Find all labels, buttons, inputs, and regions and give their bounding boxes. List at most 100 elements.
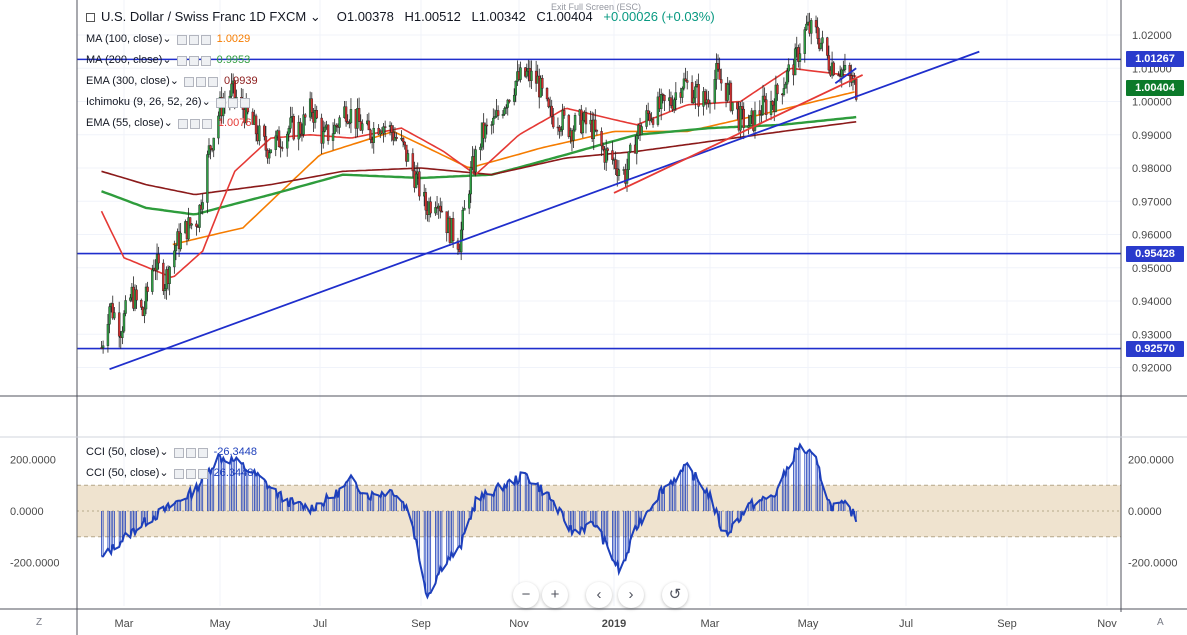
candle-down: [304, 114, 307, 118]
candle-up: [747, 125, 750, 128]
candle-up: [361, 123, 364, 131]
candle-down: [558, 127, 561, 132]
candle-down: [740, 106, 744, 110]
reset-icon[interactable]: ↺: [662, 582, 688, 608]
close-icon[interactable]: [197, 447, 208, 458]
candle-down: [776, 84, 779, 95]
candle-down: [157, 254, 160, 264]
gear-icon[interactable]: [195, 76, 206, 87]
candle-down: [411, 153, 415, 172]
gear-icon[interactable]: [188, 34, 199, 45]
indicator-legend-row[interactable]: EMA (55, close) ⌄ 1.0076: [86, 116, 252, 131]
chevron-down-icon[interactable]: ⌄: [163, 117, 173, 129]
cci-legend-row[interactable]: CCI (50, close) ⌄ 26.3448: [86, 466, 253, 481]
minus-icon[interactable]: −: [513, 582, 539, 608]
candle-down: [651, 119, 655, 125]
chevron-down-icon[interactable]: ⌄: [162, 33, 172, 45]
symbol-exchange: FXCM: [269, 9, 307, 24]
indicator-legend-value: 1.0029: [216, 33, 251, 45]
candle-up: [573, 115, 577, 131]
close-icon[interactable]: [207, 76, 218, 87]
close-icon[interactable]: [197, 468, 208, 479]
candle-up: [842, 69, 845, 71]
eye-icon[interactable]: [176, 55, 187, 66]
indicator-legend-row[interactable]: EMA (300, close) ⌄ 0.9939: [86, 74, 258, 89]
candle-up: [803, 29, 806, 54]
candle-up: [122, 313, 126, 332]
candle-down: [697, 84, 700, 107]
eye-icon[interactable]: [183, 76, 194, 87]
candle-down: [758, 110, 762, 115]
candle-down: [146, 286, 149, 292]
y-tick-label: 0.93000: [1132, 329, 1172, 341]
candle-down: [357, 108, 361, 122]
chevron-down-icon[interactable]: ⌄: [201, 96, 211, 108]
eye-icon[interactable]: [173, 447, 184, 458]
candle-up: [512, 94, 516, 102]
gear-icon[interactable]: [185, 468, 196, 479]
x-tick-label: Sep: [411, 618, 431, 630]
candle-up: [572, 129, 575, 141]
candle-down: [832, 62, 835, 76]
candle-down: [188, 217, 192, 226]
indicator-legend-row[interactable]: MA (200, close) ⌄ 0.9953: [86, 53, 250, 68]
candle-up: [174, 245, 178, 252]
chevron-down-icon[interactable]: ⌄: [162, 54, 172, 66]
candle-up: [463, 208, 466, 211]
close-icon[interactable]: [200, 55, 211, 66]
close-icon[interactable]: [200, 34, 211, 45]
chevron-down-icon[interactable]: ⌄: [309, 9, 321, 24]
trend-line-channel-top: [834, 67, 857, 84]
candle-up: [819, 42, 823, 49]
indicator-legend-row[interactable]: Ichimoku (9, 26, 52, 26) ⌄: [86, 95, 256, 110]
x-tick-label: Nov: [1097, 618, 1117, 630]
cci-legend-row[interactable]: CCI (50, close) ⌄ -26.3448: [86, 445, 257, 460]
eye-icon[interactable]: [215, 97, 226, 108]
candle-up: [121, 330, 124, 338]
collapse-icon[interactable]: [86, 12, 95, 22]
corner-right-label[interactable]: A: [1157, 617, 1164, 628]
cci-y-tick-label-left: -200.0000: [10, 558, 60, 570]
candle-down: [140, 299, 143, 308]
candle-up: [503, 108, 506, 115]
candle-up: [490, 124, 493, 126]
close-icon[interactable]: [201, 118, 212, 129]
chevron-down-icon[interactable]: ⌄: [169, 75, 179, 87]
plus-icon[interactable]: +: [542, 582, 568, 608]
candle-down: [663, 94, 666, 101]
chevron-down-icon[interactable]: ⌄: [159, 467, 169, 479]
legend-controls: [176, 34, 213, 45]
gear-icon[interactable]: [227, 97, 238, 108]
candle-up: [840, 69, 843, 77]
legend-controls: [183, 76, 220, 87]
gear-icon[interactable]: [188, 55, 199, 66]
close-icon[interactable]: [239, 97, 250, 108]
chevron-down-icon[interactable]: ⌄: [159, 446, 169, 458]
candle-up: [645, 110, 648, 127]
candle-up: [785, 70, 789, 85]
candle-up: [761, 95, 765, 115]
candle-up: [605, 148, 608, 163]
y-tick-label: 0.97000: [1132, 196, 1172, 208]
ohlc-high: H1.00512: [404, 9, 461, 24]
candle-down: [545, 87, 549, 100]
candle-down: [567, 115, 571, 137]
chevron-right-icon[interactable]: ›: [618, 582, 644, 608]
eye-icon[interactable]: [173, 468, 184, 479]
eye-icon[interactable]: [177, 118, 188, 129]
eye-icon[interactable]: [176, 34, 187, 45]
gear-icon[interactable]: [185, 447, 196, 458]
symbol-title[interactable]: U.S. Dollar / Swiss Franc 1D FXCM ⌄: [101, 8, 321, 26]
candle-up: [143, 308, 146, 316]
candle-up: [681, 88, 684, 98]
candle-down: [661, 94, 665, 96]
indicator-legend-row[interactable]: MA (100, close) ⌄ 1.0029: [86, 32, 250, 47]
chevron-left-icon[interactable]: ‹: [586, 582, 612, 608]
candle-up: [774, 84, 778, 112]
corner-left-label[interactable]: Z: [36, 617, 43, 628]
exit-fullscreen-hint[interactable]: Exit Full Screen (ESC): [551, 2, 642, 12]
gear-icon[interactable]: [189, 118, 200, 129]
candle-down: [684, 78, 687, 81]
candle-down: [369, 129, 372, 140]
